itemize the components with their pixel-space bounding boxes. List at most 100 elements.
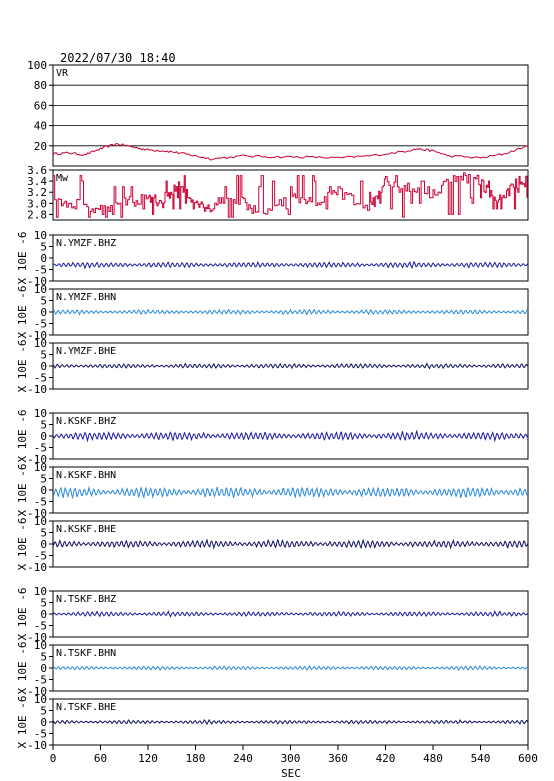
y-tick-label: -10 bbox=[27, 561, 47, 574]
y-tick-label: 10 bbox=[34, 407, 47, 420]
y-tick-label: 5 bbox=[40, 527, 47, 540]
y-tick-label: 0 bbox=[40, 360, 47, 373]
trace-label: N.YMZF.BHE bbox=[56, 346, 116, 357]
series-line bbox=[52, 142, 529, 161]
y-tick-label: 0 bbox=[40, 608, 47, 621]
y-tick-label: 0 bbox=[40, 716, 47, 729]
y-tick-label: 0 bbox=[40, 430, 47, 443]
x-tick-label: 240 bbox=[233, 752, 253, 765]
y-tick-label: 10 bbox=[34, 461, 47, 474]
waveform-y-axis-label: X 10E -6 bbox=[16, 410, 29, 463]
waveform-trace bbox=[52, 429, 529, 443]
y-tick-label: 5 bbox=[40, 419, 47, 432]
y-tick-label: 60 bbox=[34, 99, 47, 112]
panels-group: 10080604020VR3.63.43.23.02.8Mw1050-5-10N… bbox=[16, 59, 538, 765]
y-tick-label: 5 bbox=[40, 597, 47, 610]
waveform-trace bbox=[52, 538, 529, 550]
waveform-trace bbox=[52, 609, 529, 618]
y-tick-label: 10 bbox=[34, 515, 47, 528]
waveform-y-axis-label: X 10E -6 bbox=[16, 340, 29, 393]
y-tick-label: 0 bbox=[40, 662, 47, 675]
y-tick-label: 10 bbox=[34, 585, 47, 598]
y-tick-label: 0 bbox=[40, 538, 47, 551]
y-tick-label: 5 bbox=[40, 651, 47, 664]
x-tick-label: 0 bbox=[50, 752, 57, 765]
x-tick-label: 600 bbox=[518, 752, 538, 765]
y-tick-label: -5 bbox=[34, 550, 47, 563]
panel-series-label: Mw bbox=[56, 173, 69, 184]
x-tick-label: 300 bbox=[281, 752, 301, 765]
y-tick-label: 5 bbox=[40, 241, 47, 254]
y-tick-label: 40 bbox=[34, 120, 47, 133]
panel-frame bbox=[52, 234, 529, 282]
y-tick-label: -10 bbox=[27, 383, 47, 396]
y-tick-label: 5 bbox=[40, 349, 47, 362]
y-tick-label: -5 bbox=[34, 442, 47, 455]
panel-frame bbox=[52, 466, 529, 514]
waveform-y-axis-label: X 10E -6 bbox=[16, 642, 29, 695]
y-tick-label: 10 bbox=[34, 639, 47, 652]
y-tick-label: 80 bbox=[34, 79, 47, 92]
y-tick-label: 10 bbox=[34, 283, 47, 296]
trace-label: N.YMZF.BHN bbox=[56, 292, 116, 303]
y-tick-label: 0 bbox=[40, 252, 47, 265]
x-axis-label: SEC bbox=[281, 767, 301, 780]
y-tick-label: 5 bbox=[40, 295, 47, 308]
waveform-y-axis-label: X 10E -6 bbox=[16, 696, 29, 749]
waveform-y-axis-label: X 10E -6 bbox=[16, 286, 29, 339]
y-tick-label: -10 bbox=[27, 275, 47, 288]
y-tick-label: 0 bbox=[40, 306, 47, 319]
waveform-y-axis-label: X 10E -6 bbox=[16, 464, 29, 517]
x-tick-label: 60 bbox=[94, 752, 107, 765]
trace-label: N.KSKF.BHN bbox=[56, 470, 116, 481]
waveform-trace bbox=[52, 308, 529, 316]
panel-series-label: VR bbox=[56, 68, 69, 79]
y-tick-label: -5 bbox=[34, 728, 47, 741]
y-tick-label: -10 bbox=[27, 685, 47, 698]
series-line bbox=[53, 172, 528, 218]
x-tick-label: 360 bbox=[328, 752, 348, 765]
y-tick-label: -5 bbox=[34, 372, 47, 385]
waveform-y-axis-label: X 10E -6 bbox=[16, 232, 29, 285]
x-tick-label: 540 bbox=[471, 752, 491, 765]
y-tick-label: 100 bbox=[27, 59, 47, 72]
trace-label: N.KSKF.BHE bbox=[56, 524, 116, 535]
waveform-trace bbox=[52, 664, 529, 672]
trace-label: N.TSKF.BHE bbox=[56, 702, 116, 713]
y-tick-label: -10 bbox=[27, 507, 47, 520]
trace-label: N.TSKF.BHZ bbox=[56, 594, 116, 605]
y-tick-label: -5 bbox=[34, 264, 47, 277]
y-tick-label: 10 bbox=[34, 693, 47, 706]
datetime-label: 2022/07/30 18:40 bbox=[60, 51, 176, 65]
y-tick-label: 3.4 bbox=[27, 175, 47, 188]
x-tick-label: 180 bbox=[186, 752, 206, 765]
waveform-trace bbox=[52, 485, 529, 500]
y-tick-label: -5 bbox=[34, 496, 47, 509]
trace-label: N.TSKF.BHN bbox=[56, 648, 116, 659]
x-tick-label: 120 bbox=[138, 752, 158, 765]
y-tick-label: 10 bbox=[34, 229, 47, 242]
y-tick-label: -5 bbox=[34, 620, 47, 633]
y-tick-label: -10 bbox=[27, 329, 47, 342]
y-tick-label: -5 bbox=[34, 318, 47, 331]
y-tick-label: 3.2 bbox=[27, 186, 47, 199]
y-tick-label: 0 bbox=[40, 484, 47, 497]
y-tick-label: -10 bbox=[27, 631, 47, 644]
waveform-trace bbox=[52, 718, 529, 726]
panel-frame bbox=[52, 644, 529, 692]
y-tick-label: 5 bbox=[40, 705, 47, 718]
y-tick-label: -10 bbox=[27, 739, 47, 752]
trace-label: N.YMZF.BHZ bbox=[56, 238, 116, 249]
y-tick-label: 3.6 bbox=[27, 164, 47, 177]
panel-frame bbox=[52, 64, 529, 167]
y-tick-label: 20 bbox=[34, 140, 47, 153]
y-tick-label: -5 bbox=[34, 674, 47, 687]
waveform-trace bbox=[52, 260, 529, 270]
y-tick-label: 5 bbox=[40, 473, 47, 486]
panel-frame bbox=[52, 169, 529, 221]
trace-label: N.KSKF.BHZ bbox=[56, 416, 116, 427]
y-tick-label: 10 bbox=[34, 337, 47, 350]
waveform-y-axis-label: X 10E -6 bbox=[16, 518, 29, 571]
y-tick-label: -10 bbox=[27, 453, 47, 466]
